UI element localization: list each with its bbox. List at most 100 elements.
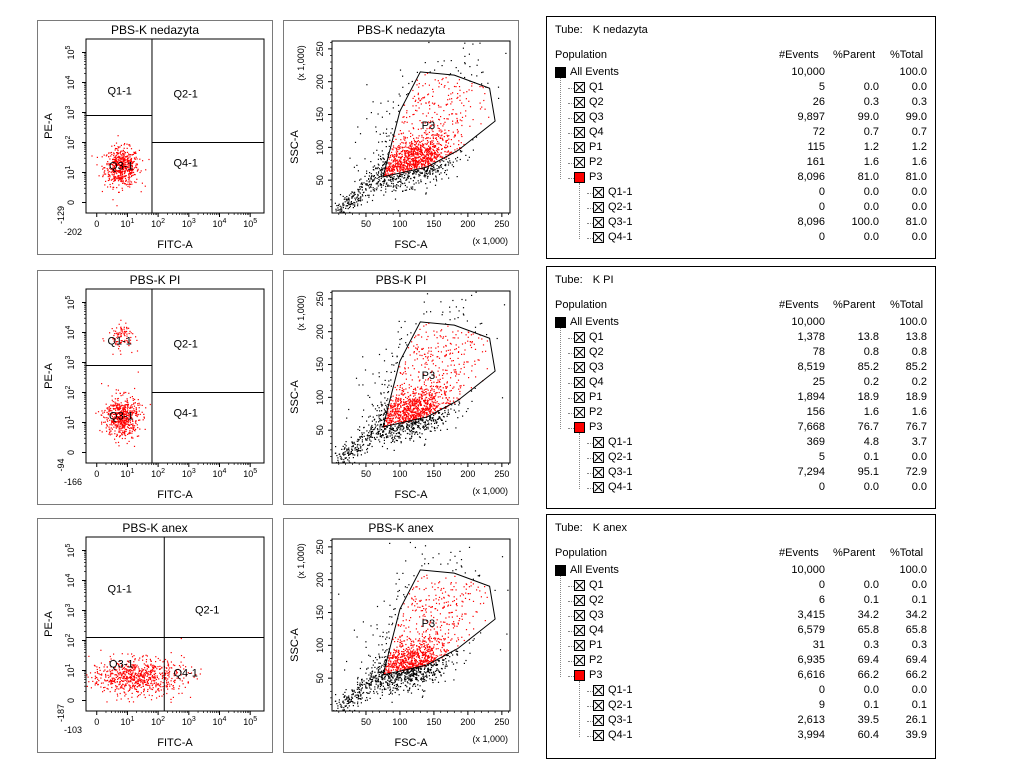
- event-dot: [458, 388, 460, 390]
- y-tick-label: 150: [315, 107, 325, 122]
- event-dot: [397, 210, 400, 212]
- quadrant-gate-label[interactable]: Q1-1: [107, 86, 131, 98]
- quadrant-gate-label[interactable]: Q3-1: [109, 411, 133, 423]
- event-dot: [372, 416, 374, 418]
- event-dot: [458, 404, 460, 406]
- gate-checkbox-icon[interactable]: [593, 232, 604, 243]
- event-dot: [361, 449, 363, 451]
- event-dot: [404, 417, 406, 419]
- gate-checkbox-icon[interactable]: [593, 187, 604, 198]
- event-dot: [374, 408, 377, 410]
- gate-checkbox-icon[interactable]: [574, 82, 585, 93]
- event-dot: [346, 199, 348, 201]
- event-dot: [420, 404, 422, 406]
- gate-checkbox-icon[interactable]: [593, 202, 604, 213]
- table-row[interactable]: Q2-1 0 0.0 0.0: [547, 201, 935, 216]
- event-dot: [430, 167, 432, 169]
- table-row[interactable]: Q2 26 0.3 0.3: [547, 96, 935, 111]
- event-dot: [399, 156, 401, 159]
- event-dot: [434, 184, 437, 186]
- quadrant-gate-label[interactable]: Q4-1: [173, 408, 197, 420]
- gate-checkbox-icon[interactable]: [574, 112, 585, 123]
- event-dot: [345, 445, 347, 447]
- event-dot: [133, 402, 135, 404]
- event-dot: [353, 441, 355, 443]
- event-dot: [397, 404, 399, 406]
- event-dot: [130, 162, 132, 164]
- event-dot: [114, 156, 116, 158]
- event-dot: [115, 164, 117, 166]
- event-dot: [428, 399, 431, 401]
- quadrant-gate-label[interactable]: Q4-1: [173, 158, 197, 170]
- event-dot: [432, 411, 434, 413]
- column-header: %Parent: [833, 49, 876, 61]
- event-dot: [414, 165, 417, 167]
- event-dot: [434, 408, 436, 410]
- event-dot: [414, 337, 416, 339]
- event-dot: [394, 178, 396, 180]
- gate-checkbox-icon[interactable]: [574, 97, 585, 108]
- table-row[interactable]: P2 161 1.6 1.6: [547, 156, 935, 171]
- event-dot: [418, 175, 420, 177]
- quadrant-gate-label[interactable]: Q2-1: [173, 339, 197, 351]
- event-dot: [113, 423, 115, 425]
- gate-checkbox-icon[interactable]: [593, 217, 604, 228]
- event-dot: [128, 170, 130, 173]
- event-dot: [125, 406, 127, 409]
- event-dot: [416, 409, 418, 411]
- event-dot: [111, 419, 113, 422]
- event-dot: [404, 189, 406, 191]
- event-dot: [132, 168, 134, 170]
- event-dot: [354, 199, 357, 201]
- p3-gate-label[interactable]: P3: [422, 370, 435, 382]
- event-dot: [107, 407, 109, 409]
- gate-checkbox-icon[interactable]: [574, 127, 585, 138]
- event-dot: [341, 208, 343, 210]
- quadrant-gate-label[interactable]: Q1-1: [107, 336, 131, 348]
- p3-gate-label[interactable]: P3: [422, 120, 435, 132]
- event-dot: [420, 162, 422, 165]
- quadrant-gate-label[interactable]: Q3-1: [109, 161, 133, 173]
- event-dot: [374, 177, 376, 179]
- table-row[interactable]: Q4 72 0.7 0.7: [547, 126, 935, 141]
- event-dot: [336, 455, 338, 457]
- event-dot: [411, 398, 414, 400]
- table-row[interactable]: Q1-1 0 0.0 0.0: [547, 186, 935, 201]
- event-dot: [400, 401, 403, 403]
- event-dot: [355, 377, 358, 379]
- event-dot: [373, 179, 375, 182]
- y-tick-label: 0: [66, 450, 76, 455]
- event-dot: [406, 423, 408, 425]
- event-dot: [399, 173, 401, 175]
- gate-checkbox-icon[interactable]: [574, 142, 585, 153]
- event-dot: [394, 370, 396, 372]
- y-tick-label: 105: [65, 295, 76, 309]
- x-tick-label: 200: [460, 469, 475, 479]
- event-dot: [416, 398, 418, 400]
- event-dot: [480, 123, 482, 125]
- table-row[interactable]: Q3-1 8,096 100.0 81.0: [547, 216, 935, 231]
- event-dot: [104, 184, 106, 186]
- table-row[interactable]: P3 8,096 81.0 81.0: [547, 171, 935, 186]
- event-dot: [388, 419, 390, 421]
- event-dot: [430, 159, 432, 161]
- event-dot: [421, 388, 423, 390]
- event-dot: [371, 174, 373, 177]
- table-row[interactable]: Q3 9,897 99.0 99.0: [547, 111, 935, 126]
- p3-gate-polygon[interactable]: [382, 71, 496, 178]
- table-row[interactable]: P1 115 1.2 1.2: [547, 141, 935, 156]
- p3-gate-polygon[interactable]: [382, 321, 496, 428]
- table-row[interactable]: Q1 5 0.0 0.0: [547, 81, 935, 96]
- event-dot: [125, 162, 127, 164]
- event-dot: [357, 126, 359, 128]
- p3-color-icon[interactable]: [574, 172, 585, 183]
- quadrant-gate-label[interactable]: Q2-1: [173, 89, 197, 101]
- all-events-color-icon[interactable]: [555, 67, 566, 78]
- event-dot: [430, 410, 432, 412]
- event-dot: [445, 407, 447, 409]
- table-row[interactable]: All Events 10,000 100.0: [547, 66, 935, 81]
- event-dot: [391, 410, 393, 412]
- gate-checkbox-icon[interactable]: [574, 157, 585, 168]
- event-dot: [417, 137, 419, 139]
- table-row[interactable]: Q4-1 0 0.0 0.0: [547, 231, 935, 246]
